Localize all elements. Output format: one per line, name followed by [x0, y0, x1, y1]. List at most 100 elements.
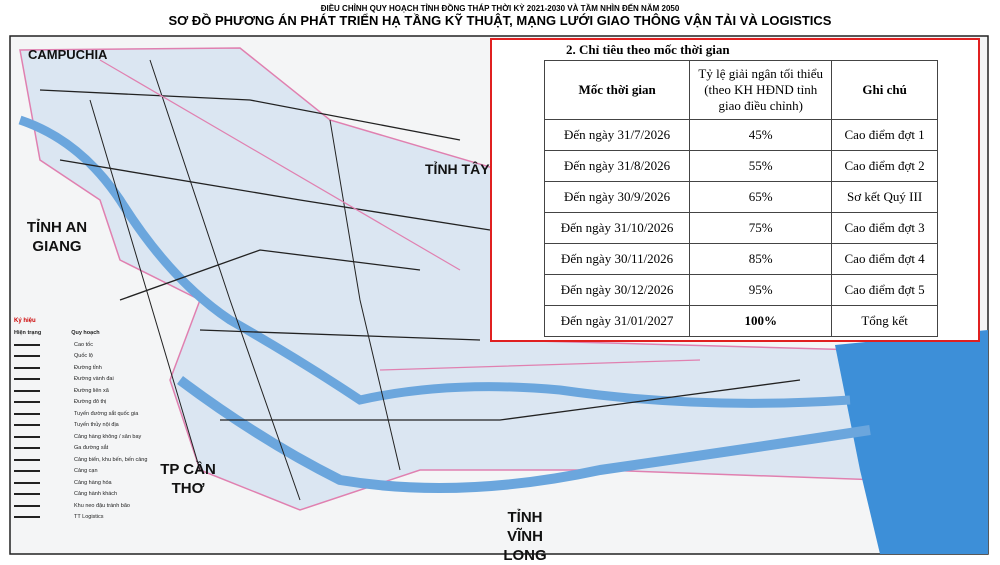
legend-title: Ký hiệu — [14, 318, 36, 324]
legend-label: Ga đường sắt — [74, 445, 109, 452]
legend-label: Quốc lộ — [74, 353, 93, 360]
table-cell: 45% — [689, 119, 833, 151]
legend-label: Cảng biển, khu bến, bến cảng — [74, 456, 148, 463]
map-title: SƠ ĐỒ PHƯƠNG ÁN PHÁT TRIỂN HẠ TẦNG KỸ TH… — [168, 13, 832, 28]
table-row: Đến ngày 31/01/2027 100% Tổng kết — [543, 305, 938, 337]
legend-label: Khu neo đậu tránh bão — [74, 502, 130, 509]
legend-swatch — [14, 378, 40, 381]
table-cell: Cao điểm đợt 1 — [831, 119, 938, 151]
table-row: Đến ngày 31/7/2026 45% Cao điểm đợt 1 — [543, 119, 938, 151]
table-cell: Đến ngày 31/7/2026 — [543, 119, 691, 151]
legend-swatch — [14, 481, 40, 484]
table-row: Đến ngày 30/12/2026 95% Cao điểm đợt 5 — [543, 274, 938, 306]
legend-col: Hiện trạng — [14, 330, 42, 336]
legend-label: Cao tốc — [74, 341, 93, 348]
legend-swatch — [14, 447, 40, 450]
table-cell: 100% — [689, 305, 833, 337]
table-row: Đến ngày 31/8/2026 55% Cao điểm đợt 2 — [543, 150, 938, 182]
legend-item: Đường liên xã — [14, 385, 164, 397]
map-subtitle: ĐIỀU CHỈNH QUY HOẠCH TỈNH ĐỒNG THÁP THỜI… — [320, 4, 680, 13]
legend-label: Đường liên xã — [74, 387, 109, 394]
legend-swatch — [14, 504, 40, 507]
legend-item: TT Logistics — [14, 512, 164, 524]
legend-label: Cảng cạn — [74, 468, 98, 475]
legend-swatch — [14, 493, 40, 496]
legend-item: Quốc lộ — [14, 351, 164, 363]
legend-header: Hiện trạng Quy hoạch — [14, 330, 164, 336]
column-header: Mốc thời gian — [543, 60, 691, 120]
column-header-text: Tỷ lệ giải ngân tối thiểu (theo KH HĐND … — [698, 66, 823, 113]
legend-item: Đường tỉnh — [14, 362, 164, 374]
table-cell: Đến ngày 31/01/2027 — [543, 305, 691, 337]
table-cell: 75% — [689, 212, 833, 244]
legend-label: Đường tỉnh — [74, 364, 102, 371]
legend-label: Cảng hành khách — [74, 491, 118, 498]
table-cell: Cao điểm đợt 5 — [831, 274, 938, 306]
table-cell: Cao điểm đợt 2 — [831, 150, 938, 182]
river — [177, 375, 871, 493]
legend-label: Tuyến thủy nội địa — [74, 422, 119, 429]
legend-label: Đường vành đai — [74, 376, 114, 383]
legend-swatch — [14, 343, 40, 346]
border — [99, 59, 701, 371]
sea — [835, 330, 988, 554]
table-heading: 2. Chỉ tiêu theo mốc thời gian — [566, 42, 730, 57]
legend-swatch — [14, 458, 40, 461]
column-header: Tỷ lệ giải ngân tối thiểu (theo KH HĐND … — [689, 60, 833, 120]
table-cell: 55% — [689, 150, 833, 182]
table-row: Đến ngày 30/11/2026 85% Cao điểm đợt 4 — [543, 243, 938, 275]
legend-swatch — [14, 435, 40, 438]
legend: Ký hiệu Hiện trạng Quy hoạch Cao tốc Quốc… — [14, 318, 164, 523]
table-cell: Đến ngày 31/10/2026 — [543, 212, 691, 244]
legend-label: Tuyến đường sắt quốc gia — [74, 410, 139, 417]
table-cell: Cao điểm đợt 4 — [831, 243, 938, 275]
header-row: Mốc thời gian Tỷ lệ giải ngân tối thiểu (… — [543, 60, 938, 120]
table-cell: 95% — [689, 274, 833, 306]
legend-item: Cảng hành khách — [14, 489, 164, 501]
column-header: Ghi chú — [831, 60, 938, 120]
table-cell: Đến ngày 31/8/2026 — [543, 150, 691, 182]
column-header-text: Mốc thời gian — [578, 82, 656, 97]
road — [39, 89, 801, 421]
legend-swatch — [14, 412, 40, 415]
legend-item: Đường đô thị — [14, 397, 164, 409]
legend-label: TT Logistics — [74, 514, 104, 521]
legend-swatch — [14, 389, 40, 392]
table-row: Đến ngày 30/9/2026 65% Sơ kết Quý III — [543, 181, 938, 213]
province-land — [19, 47, 881, 511]
legend-label: Cảng hàng không / sân bay — [74, 433, 142, 440]
table-cell: Tổng kết — [831, 305, 938, 337]
region-label: TỈNH VĨNH LONG — [503, 509, 547, 564]
table-body: Đến ngày 31/7/2026 45% Cao điểm đợt 1 Đến n… — [543, 119, 938, 337]
legend-swatch — [14, 424, 40, 427]
region-label: TỈNH AN GIANG — [26, 219, 88, 255]
legend-item: Cảng cạn — [14, 466, 164, 478]
table-cell: Đến ngày 30/9/2026 — [543, 181, 691, 213]
legend-item: Ga đường sắt — [14, 443, 164, 455]
legend-item: Cảng hàng không / sân bay — [14, 431, 164, 443]
legend-swatch — [14, 470, 40, 473]
region-label: TP CẦN THƠ — [160, 461, 216, 497]
table-cell: 65% — [689, 181, 833, 213]
legend-item: Cao tốc — [14, 339, 164, 351]
legend-label: Cảng hàng hóa — [74, 479, 112, 486]
legend-swatch — [14, 355, 40, 358]
table-cell: Cao điểm đợt 3 — [831, 212, 938, 244]
column-header-text: Ghi chú — [862, 82, 907, 97]
legend-swatch — [14, 366, 40, 369]
table-cell: Đến ngày 30/12/2026 — [543, 274, 691, 306]
legend-label: Đường đô thị — [74, 399, 107, 406]
legend-col: Quy hoạch — [71, 330, 100, 336]
table-cell: Đến ngày 30/11/2026 — [543, 243, 691, 275]
legend-item: Đường vành đai — [14, 374, 164, 386]
legend-item: Khu neo đậu tránh bão — [14, 500, 164, 512]
legend-swatch — [14, 401, 40, 404]
legend-swatch — [14, 516, 40, 519]
table-cell: 85% — [689, 243, 833, 275]
table-panel: 2. Chỉ tiêu theo mốc thời gian Mốc thời … — [490, 38, 980, 342]
legend-item: Tuyến đường sắt quốc gia — [14, 408, 164, 420]
legend-item: Cảng biển, khu bến, bến cảng — [14, 454, 164, 466]
region-label: CAMPUCHIA — [28, 47, 108, 62]
legend-item: Tuyến thủy nội địa — [14, 420, 164, 432]
